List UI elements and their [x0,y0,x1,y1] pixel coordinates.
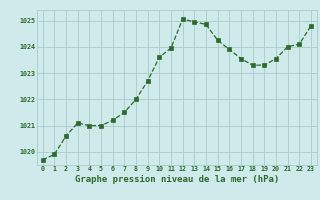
X-axis label: Graphe pression niveau de la mer (hPa): Graphe pression niveau de la mer (hPa) [75,175,279,184]
